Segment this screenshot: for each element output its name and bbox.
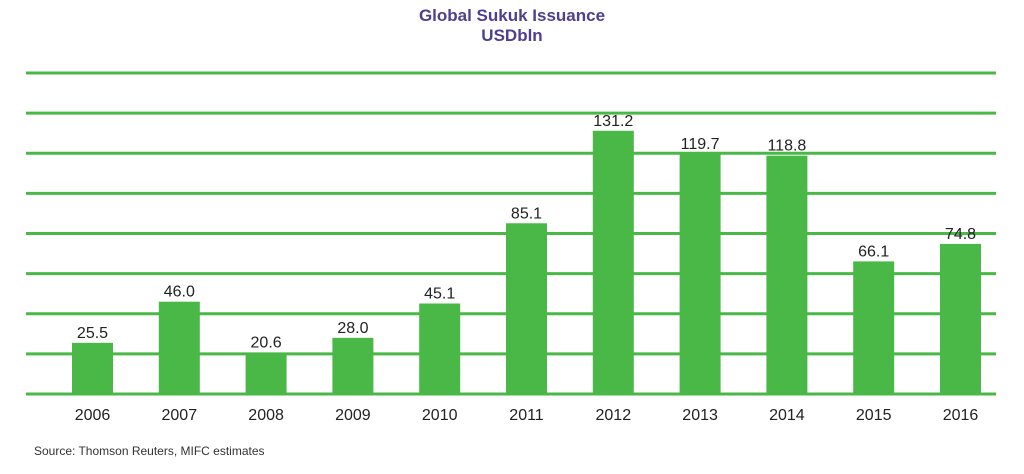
chart-title: Global Sukuk Issuance [418,6,606,25]
bar-2012 [592,130,634,394]
x-tick-label-2012: 2012 [596,407,632,424]
bar-2006 [72,342,113,394]
bar-2011 [506,223,547,394]
value-label-2016: 74.8 [945,226,976,243]
source-note: Source: Thomson Reuters, MIFC estimates [34,444,265,458]
x-tick-label-2006: 2006 [75,407,111,424]
value-label-2006: 25.5 [77,325,108,342]
value-label-2010: 45.1 [424,286,455,303]
value-label-2011: 85.1 [511,205,542,222]
x-tick-label-2011: 2011 [509,407,544,424]
value-label-2007: 46.0 [164,284,195,301]
bar-2013 [679,153,721,394]
value-label-2015: 66.1 [858,243,889,260]
bar-2008 [245,352,287,394]
x-tick-label-2010: 2010 [422,407,458,424]
bar-2015 [853,261,895,394]
value-label-2013: 119.7 [681,136,720,153]
value-label-2009: 28.0 [337,320,368,337]
x-tick-label-2013: 2013 [682,407,718,424]
x-tick-label-2008: 2008 [248,407,284,424]
bar-2007 [158,301,200,394]
bar-2009 [332,337,374,394]
chart-subtitle: USDbln [481,26,543,45]
x-tick-label-2015: 2015 [856,407,892,424]
x-tick-label-2016: 2016 [943,407,979,424]
bar-2016 [940,243,981,394]
x-tick-label-2014: 2014 [769,407,805,424]
x-tick-label-2007: 2007 [162,407,198,424]
bar-2010 [419,303,461,394]
value-label-2012: 131.2 [593,113,633,130]
bar-2014 [766,155,808,394]
value-label-2008: 20.6 [251,335,282,352]
value-label-2014: 118.8 [767,138,806,155]
x-tick-label-2009: 2009 [335,407,371,424]
